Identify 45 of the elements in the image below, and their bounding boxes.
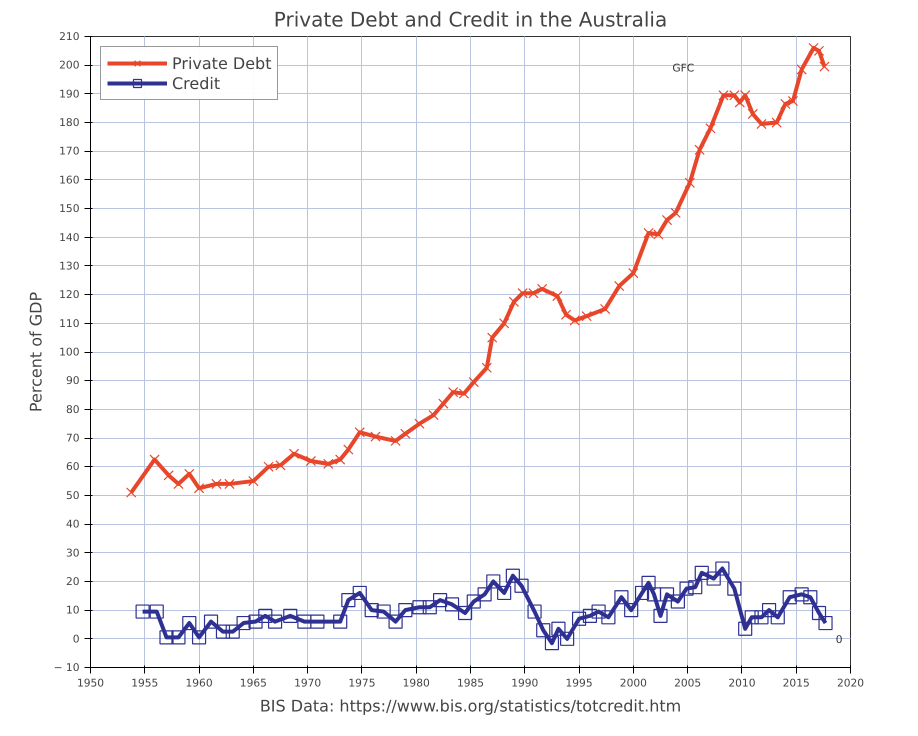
x-tick-label: 1950 <box>76 676 104 690</box>
y-tick-label: 20 <box>66 574 80 588</box>
annotation: 0 <box>836 632 843 646</box>
y-tick-label: 90 <box>66 374 80 388</box>
x-tick-label: 1960 <box>186 676 213 690</box>
y-tick-label: 150 <box>59 202 80 216</box>
x-tick-label: 1990 <box>511 676 539 690</box>
annotation: GFC <box>672 62 694 75</box>
y-tick-label: − 10 <box>54 661 80 674</box>
text: BIS Data: https://www.bis.org/statistics/totcredit.htm <box>260 696 682 716</box>
y-tick-label: 100 <box>59 346 80 358</box>
y-tick-label: 30 <box>66 546 80 560</box>
chart-title: Private Debt and Credit in the Australia <box>274 8 668 32</box>
y-axis-title: Percent of GDP <box>26 292 46 412</box>
x-tick-label: 2015 <box>782 676 810 690</box>
y-tick-label: 170 <box>59 144 80 158</box>
x-tick-label: 1955 <box>131 676 158 690</box>
y-tick-label: 40 <box>66 518 80 531</box>
x-tick-label: 1980 <box>402 676 430 690</box>
y-tick-label: 200 <box>59 58 80 72</box>
y-tick-label: 50 <box>66 488 80 502</box>
x-tick-label: 1965 <box>240 676 267 690</box>
x-tick-label: 1995 <box>566 676 593 690</box>
y-tick-label: 10 <box>66 604 80 617</box>
y-tick-label: 210 <box>59 30 80 43</box>
y-tick-label: 60 <box>66 460 80 474</box>
y-tick-label: 130 <box>59 259 80 272</box>
legend-label: Credit <box>172 74 220 92</box>
y-tick-label: 70 <box>66 432 80 445</box>
y-tick-label: 190 <box>59 87 80 100</box>
y-tick-label: 110 <box>59 316 80 330</box>
x-tick-label: 1985 <box>456 676 484 690</box>
x-tick-label: 1975 <box>348 676 376 690</box>
x-tick-label: 2020 <box>836 676 864 690</box>
y-tick-label: 160 <box>59 173 80 186</box>
y-tick-label: 180 <box>59 116 80 130</box>
x-tick-label: 2005 <box>674 676 702 690</box>
y-tick-label: 0 <box>72 632 80 646</box>
x-tick-label: 2000 <box>620 676 648 690</box>
x-tick-label: 2010 <box>728 676 756 690</box>
x-tick-label: 1970 <box>294 676 322 690</box>
y-tick-label: 80 <box>66 402 80 416</box>
y-tick-label: 140 <box>59 230 80 244</box>
y-tick-label: 120 <box>59 288 80 302</box>
legend-label: Private Debt <box>172 54 272 72</box>
